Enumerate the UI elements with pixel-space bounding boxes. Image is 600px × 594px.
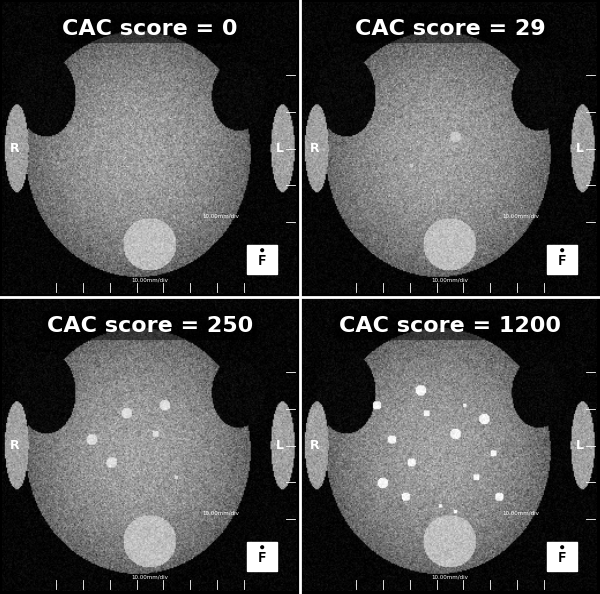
Text: 10.00mm/div: 10.00mm/div bbox=[131, 277, 169, 283]
Text: F: F bbox=[558, 254, 566, 268]
Text: CAC score = 0: CAC score = 0 bbox=[62, 18, 238, 39]
Text: R: R bbox=[10, 439, 19, 452]
Text: F: F bbox=[558, 551, 566, 565]
Text: 10.00mm/div: 10.00mm/div bbox=[502, 213, 539, 218]
Bar bbox=[547, 245, 577, 274]
Circle shape bbox=[260, 248, 264, 252]
Text: L: L bbox=[576, 439, 584, 452]
Circle shape bbox=[560, 248, 564, 252]
Circle shape bbox=[560, 545, 564, 549]
Text: 10.00mm/div: 10.00mm/div bbox=[202, 213, 239, 218]
Text: 10.00mm/div: 10.00mm/div bbox=[502, 510, 539, 515]
Text: 10.00mm/div: 10.00mm/div bbox=[431, 574, 469, 580]
Text: CAC score = 29: CAC score = 29 bbox=[355, 18, 545, 39]
Text: L: L bbox=[276, 439, 284, 452]
Bar bbox=[247, 245, 277, 274]
Text: F: F bbox=[258, 551, 266, 565]
Text: L: L bbox=[576, 142, 584, 155]
Text: CAC score = 250: CAC score = 250 bbox=[47, 315, 253, 336]
Text: 10.00mm/div: 10.00mm/div bbox=[202, 510, 239, 515]
Text: R: R bbox=[310, 439, 319, 452]
Text: R: R bbox=[310, 142, 319, 155]
Text: L: L bbox=[276, 142, 284, 155]
Circle shape bbox=[260, 545, 264, 549]
Bar bbox=[247, 542, 277, 571]
Text: 10.00mm/div: 10.00mm/div bbox=[431, 277, 469, 283]
Text: R: R bbox=[10, 142, 19, 155]
Text: CAC score = 1200: CAC score = 1200 bbox=[339, 315, 561, 336]
Text: F: F bbox=[258, 254, 266, 268]
Text: 10.00mm/div: 10.00mm/div bbox=[131, 574, 169, 580]
Bar bbox=[547, 542, 577, 571]
